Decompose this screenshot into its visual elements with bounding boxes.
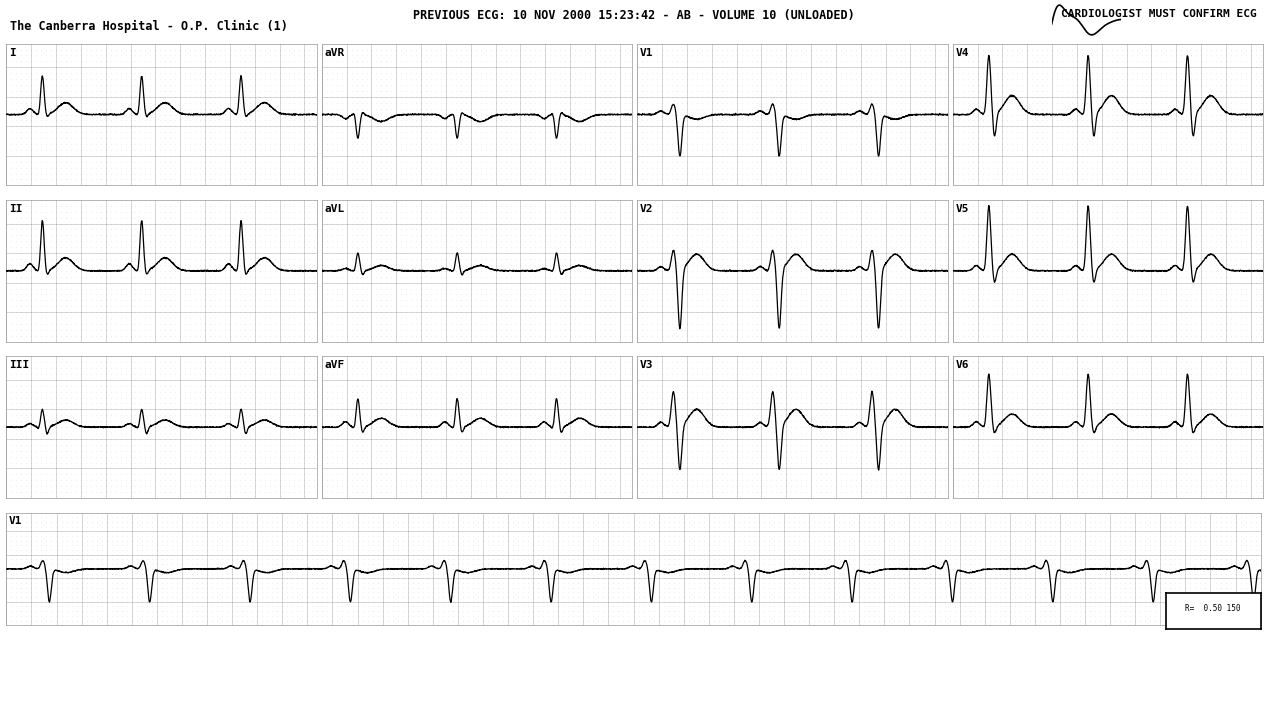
- Text: V1: V1: [640, 48, 654, 58]
- Text: II: II: [9, 204, 23, 214]
- Text: V6: V6: [955, 361, 969, 371]
- Text: V4: V4: [955, 48, 969, 58]
- Text: aVF: aVF: [324, 361, 345, 371]
- Text: aVL: aVL: [324, 204, 345, 214]
- Text: V3: V3: [640, 361, 654, 371]
- Text: aVR: aVR: [324, 48, 345, 58]
- Text: III: III: [9, 361, 29, 371]
- Text: R=  0.50 150: R= 0.50 150: [1186, 604, 1240, 614]
- Text: V5: V5: [955, 204, 969, 214]
- Text: V1: V1: [9, 516, 23, 526]
- Text: PREVIOUS ECG: 10 NOV 2000 15:23:42 - AB - VOLUME 10 (UNLOADED): PREVIOUS ECG: 10 NOV 2000 15:23:42 - AB …: [413, 9, 854, 22]
- Text: I: I: [9, 48, 15, 58]
- Text: CARDIOLOGIST MUST CONFIRM ECG: CARDIOLOGIST MUST CONFIRM ECG: [1062, 9, 1257, 19]
- Text: The Canberra Hospital - O.P. Clinic (1): The Canberra Hospital - O.P. Clinic (1): [10, 20, 288, 33]
- Text: V2: V2: [640, 204, 654, 214]
